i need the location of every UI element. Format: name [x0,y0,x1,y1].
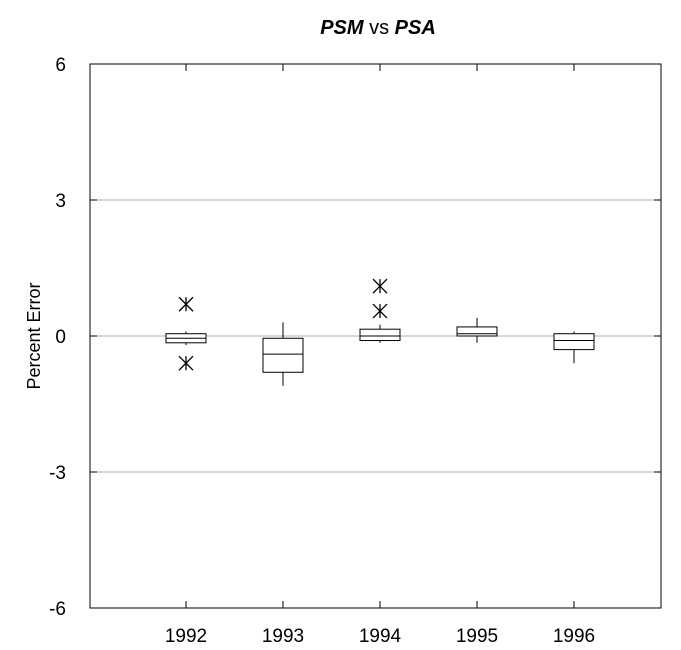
outlier-marker [178,296,194,312]
box-iqr [553,333,595,351]
y-tick-label: 3 [55,191,66,212]
chart-title-part-2: vs [364,17,395,39]
y-tick-label: 0 [55,327,66,348]
box-1996 [553,331,595,364]
chart-title-part-3: PSA [395,17,436,39]
y-tick-label: -3 [49,463,66,484]
outlier-marker [372,278,388,294]
y-axis-label: Percent Error [24,282,44,389]
x-tick-label: 1996 [553,626,595,647]
box-iqr [359,328,401,342]
chart-title: PSM vs PSA [320,17,436,39]
box-iqr [262,337,304,373]
x-tick-label: 1995 [456,626,498,647]
outlier-marker [178,355,194,371]
x-tick-label: 1993 [262,626,304,647]
box-1995 [456,317,498,343]
chart-title-part-1: PSM [320,17,365,39]
outlier-marker [372,303,388,319]
box-iqr [456,326,498,337]
y-tick-label: -6 [49,599,66,620]
x-tick-label: 1992 [165,626,207,647]
y-tick-label: 6 [55,55,66,76]
x-axis: 1992 1993 1994 1995 1996 [165,64,595,647]
boxes [165,278,595,386]
x-tick-label: 1994 [359,626,402,647]
box-1992 [165,296,207,371]
box-1993 [262,322,304,386]
box-1994 [359,278,401,343]
y-axis: 6 3 0 -3 -6 [49,55,661,620]
